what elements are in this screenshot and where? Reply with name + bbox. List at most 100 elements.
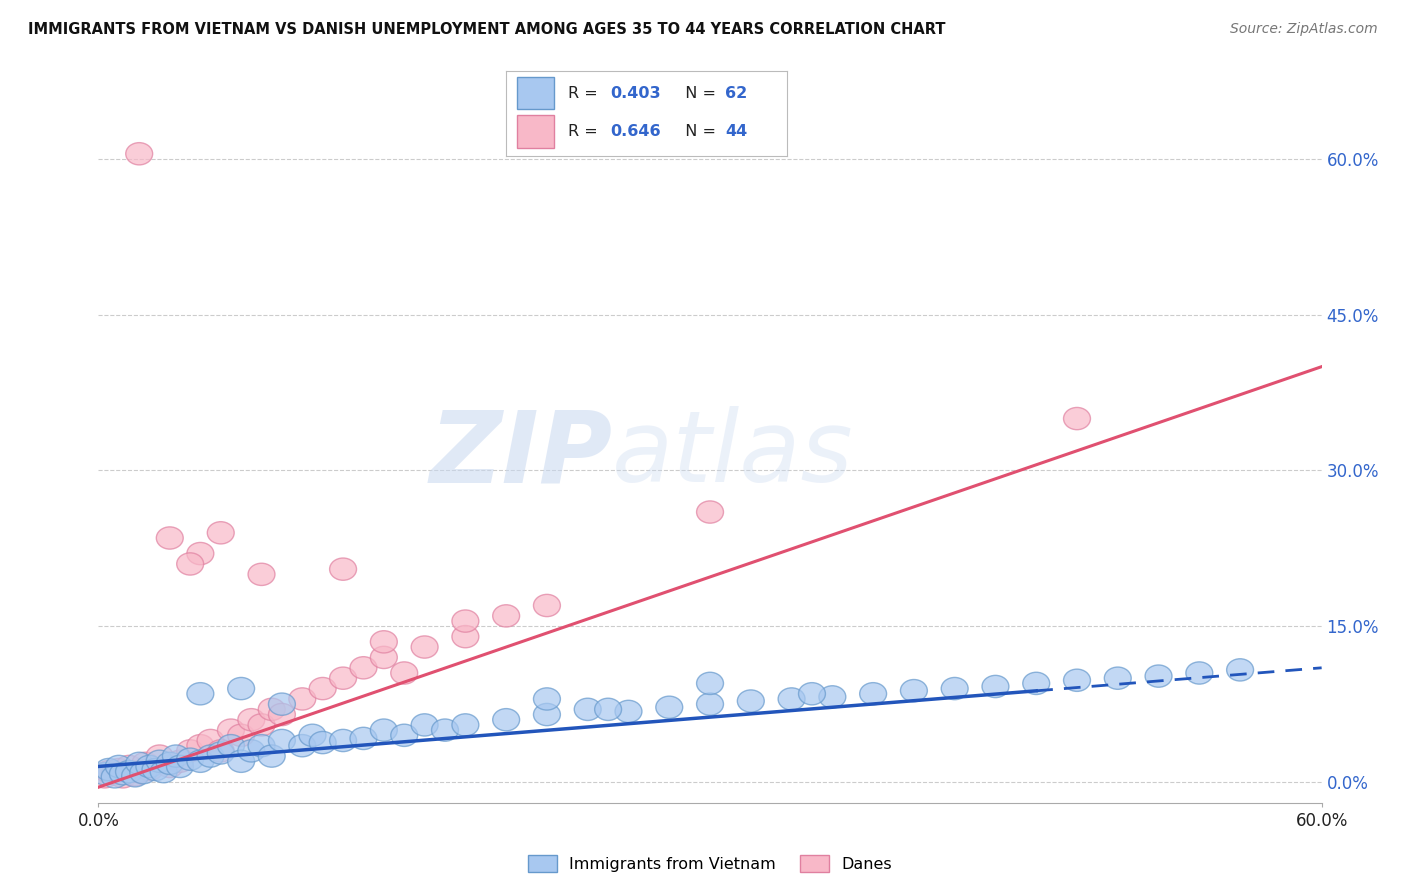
Ellipse shape bbox=[1226, 659, 1254, 681]
Ellipse shape bbox=[101, 765, 128, 788]
Ellipse shape bbox=[91, 763, 118, 785]
Text: 0.403: 0.403 bbox=[610, 86, 661, 101]
Ellipse shape bbox=[163, 745, 190, 767]
Ellipse shape bbox=[115, 756, 142, 778]
Ellipse shape bbox=[247, 734, 276, 756]
Text: 62: 62 bbox=[725, 86, 748, 101]
Text: atlas: atlas bbox=[612, 407, 853, 503]
Ellipse shape bbox=[451, 610, 479, 632]
Ellipse shape bbox=[187, 750, 214, 772]
Ellipse shape bbox=[156, 756, 183, 778]
Ellipse shape bbox=[696, 673, 724, 695]
Ellipse shape bbox=[218, 719, 245, 741]
Ellipse shape bbox=[238, 739, 264, 762]
Ellipse shape bbox=[329, 558, 357, 581]
Ellipse shape bbox=[187, 542, 214, 565]
Text: 44: 44 bbox=[725, 124, 748, 139]
Ellipse shape bbox=[122, 764, 149, 786]
Ellipse shape bbox=[136, 758, 163, 780]
Ellipse shape bbox=[1185, 662, 1213, 684]
Ellipse shape bbox=[941, 677, 969, 699]
Ellipse shape bbox=[1022, 673, 1050, 695]
Ellipse shape bbox=[177, 553, 204, 575]
Ellipse shape bbox=[150, 761, 177, 783]
Ellipse shape bbox=[156, 527, 183, 549]
Ellipse shape bbox=[146, 745, 173, 767]
Bar bbox=[517, 78, 554, 110]
Ellipse shape bbox=[207, 742, 235, 764]
Legend: Immigrants from Vietnam, Danes: Immigrants from Vietnam, Danes bbox=[522, 849, 898, 879]
Ellipse shape bbox=[197, 745, 224, 767]
Ellipse shape bbox=[177, 748, 204, 771]
Ellipse shape bbox=[329, 730, 357, 752]
Ellipse shape bbox=[91, 765, 118, 788]
Ellipse shape bbox=[492, 708, 520, 731]
Ellipse shape bbox=[309, 677, 336, 699]
Ellipse shape bbox=[574, 698, 602, 721]
Ellipse shape bbox=[136, 756, 163, 778]
Ellipse shape bbox=[391, 662, 418, 684]
Text: N =: N = bbox=[675, 124, 721, 139]
Ellipse shape bbox=[350, 727, 377, 749]
Ellipse shape bbox=[228, 750, 254, 772]
Ellipse shape bbox=[101, 763, 128, 785]
Ellipse shape bbox=[309, 731, 336, 754]
Ellipse shape bbox=[370, 719, 398, 741]
Text: ZIP: ZIP bbox=[429, 407, 612, 503]
Text: R =: R = bbox=[568, 124, 603, 139]
Text: Source: ZipAtlas.com: Source: ZipAtlas.com bbox=[1230, 22, 1378, 37]
Bar bbox=[517, 115, 554, 147]
Ellipse shape bbox=[533, 594, 561, 616]
Ellipse shape bbox=[655, 696, 683, 718]
Ellipse shape bbox=[269, 704, 295, 726]
Ellipse shape bbox=[177, 739, 204, 762]
Ellipse shape bbox=[132, 752, 159, 774]
Ellipse shape bbox=[299, 724, 326, 747]
Ellipse shape bbox=[207, 522, 235, 544]
Ellipse shape bbox=[228, 677, 254, 699]
Ellipse shape bbox=[859, 682, 887, 705]
Ellipse shape bbox=[125, 752, 153, 774]
Ellipse shape bbox=[259, 698, 285, 721]
Text: 0.646: 0.646 bbox=[610, 124, 661, 139]
Ellipse shape bbox=[696, 693, 724, 715]
Ellipse shape bbox=[269, 693, 295, 715]
Ellipse shape bbox=[370, 631, 398, 653]
Ellipse shape bbox=[247, 563, 276, 585]
Ellipse shape bbox=[105, 758, 132, 780]
Ellipse shape bbox=[370, 647, 398, 668]
Ellipse shape bbox=[247, 714, 276, 736]
Ellipse shape bbox=[451, 625, 479, 648]
Ellipse shape bbox=[115, 761, 142, 783]
Ellipse shape bbox=[142, 758, 169, 780]
Ellipse shape bbox=[391, 724, 418, 747]
Ellipse shape bbox=[110, 763, 136, 785]
Ellipse shape bbox=[187, 682, 214, 705]
Ellipse shape bbox=[96, 758, 122, 780]
Ellipse shape bbox=[96, 761, 122, 783]
Ellipse shape bbox=[125, 143, 153, 165]
Ellipse shape bbox=[269, 730, 295, 752]
Ellipse shape bbox=[228, 724, 254, 747]
Ellipse shape bbox=[288, 734, 316, 756]
Text: R =: R = bbox=[568, 86, 603, 101]
Ellipse shape bbox=[218, 734, 245, 756]
Ellipse shape bbox=[492, 605, 520, 627]
Ellipse shape bbox=[1104, 667, 1132, 690]
Ellipse shape bbox=[207, 739, 235, 762]
Ellipse shape bbox=[259, 745, 285, 767]
Ellipse shape bbox=[778, 688, 806, 710]
Ellipse shape bbox=[411, 714, 439, 736]
Ellipse shape bbox=[1063, 669, 1091, 691]
Ellipse shape bbox=[451, 714, 479, 736]
Ellipse shape bbox=[329, 667, 357, 690]
Ellipse shape bbox=[818, 686, 846, 708]
Ellipse shape bbox=[981, 675, 1010, 698]
Ellipse shape bbox=[737, 690, 765, 712]
Ellipse shape bbox=[146, 750, 173, 772]
Ellipse shape bbox=[595, 698, 621, 721]
Ellipse shape bbox=[1144, 665, 1173, 687]
Ellipse shape bbox=[166, 756, 194, 778]
Ellipse shape bbox=[533, 704, 561, 726]
Ellipse shape bbox=[125, 761, 153, 783]
